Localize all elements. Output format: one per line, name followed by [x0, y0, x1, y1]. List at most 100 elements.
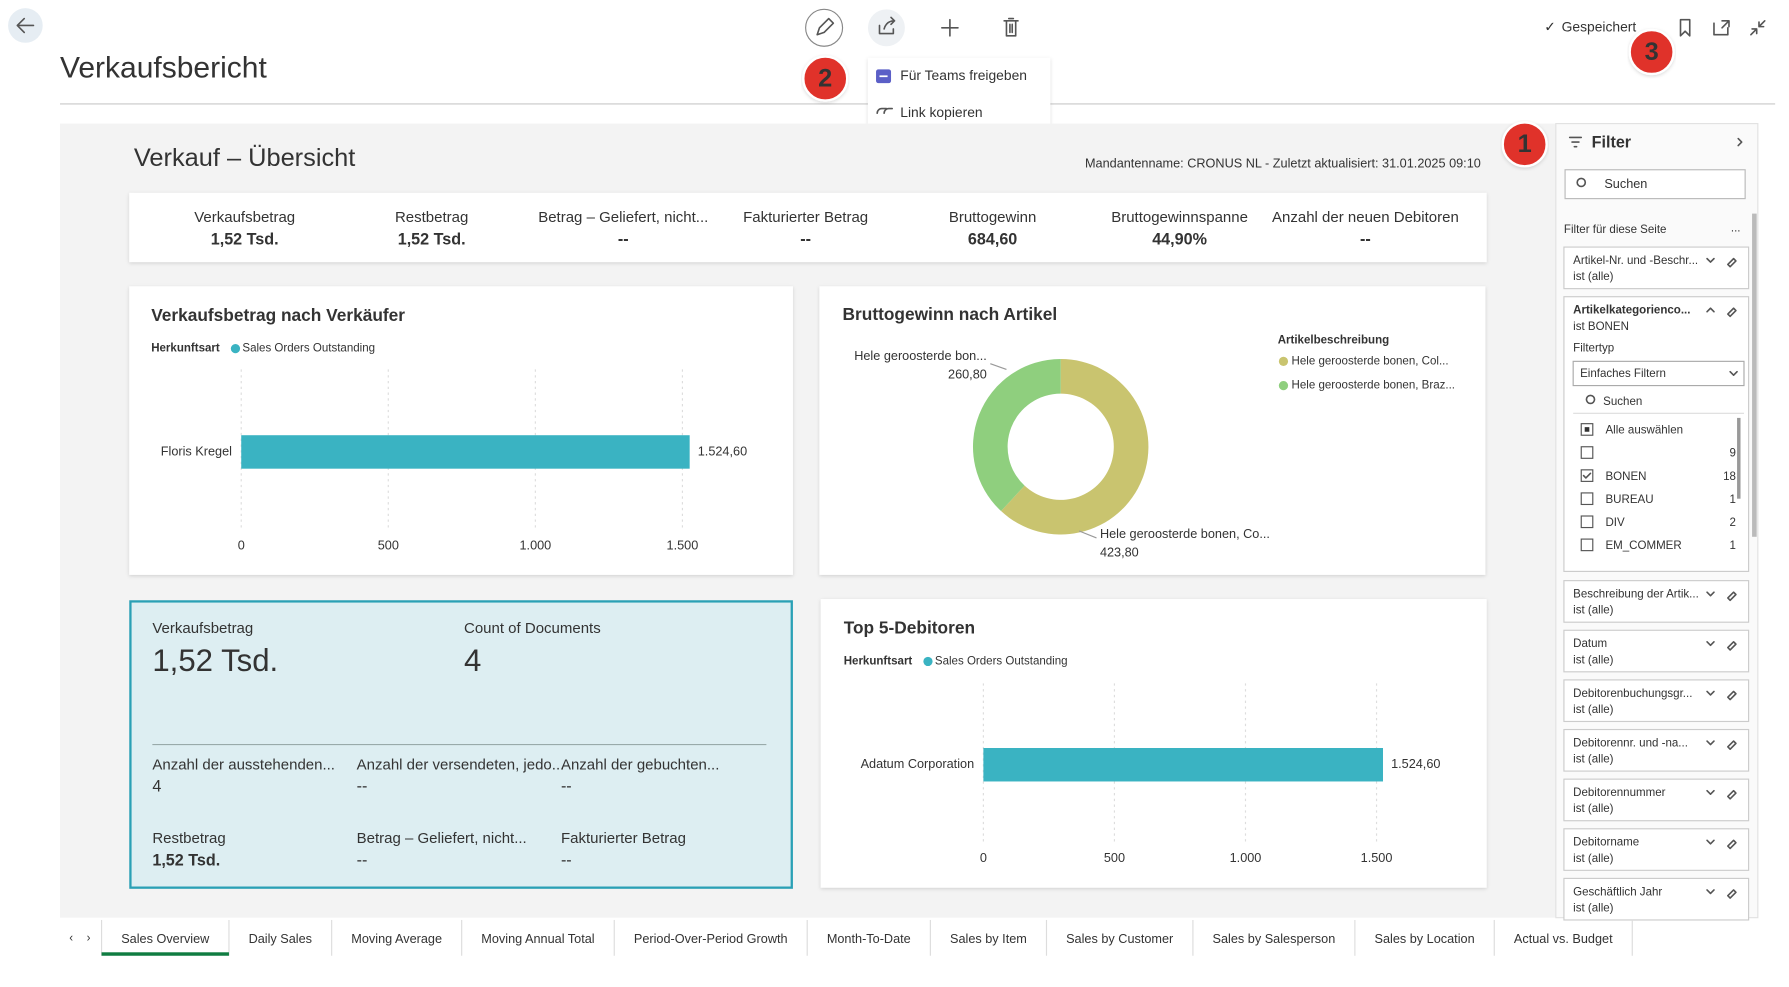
kpi-label: Bruttogewinnspanne: [1111, 209, 1248, 226]
clear-filter[interactable]: [1727, 839, 1737, 850]
tab[interactable]: Actual vs. Budget: [1514, 932, 1613, 946]
tab[interactable]: Period-Over-Period Growth: [634, 932, 788, 946]
tab[interactable]: Moving Annual Total: [481, 932, 594, 946]
filter-type-select[interactable]: [1572, 360, 1745, 387]
filter-card[interactable]: [1563, 246, 1750, 290]
share-menu: [867, 57, 1051, 131]
filter-card[interactable]: [1563, 296, 1750, 572]
kpi-label: Anzahl der neuen Debitoren: [1272, 209, 1459, 226]
kpi-value: 684,60: [968, 230, 1017, 248]
filter-chevron[interactable]: [1706, 641, 1715, 647]
back-button[interactable]: [8, 8, 43, 43]
tab[interactable]: Month-To-Date: [827, 932, 911, 946]
clear-filter[interactable]: [1727, 889, 1737, 899]
search-icon: [1585, 394, 1596, 405]
card-value: 4: [464, 643, 481, 678]
checkbox[interactable]: [1580, 446, 1594, 459]
filter-card[interactable]: [1563, 877, 1750, 921]
filter-card[interactable]: [1563, 580, 1750, 623]
filter-name: Debitorname: [1573, 837, 1639, 849]
slice-label: Hele geroosterde bonen, Co...: [1100, 527, 1270, 541]
bookmark-button[interactable]: [1679, 18, 1691, 37]
report-title: Verkauf – Übersicht: [134, 144, 355, 172]
card-field-label: Anzahl der versendeten, jedo...: [357, 756, 565, 773]
bar: [983, 747, 1383, 782]
filter-card[interactable]: [1563, 629, 1750, 673]
tab-prev[interactable]: ‹: [69, 932, 73, 944]
card-field-label: Anzahl der ausstehenden...: [152, 756, 335, 773]
filter-chevron[interactable]: [1706, 307, 1715, 313]
tab[interactable]: Moving Average: [351, 932, 442, 946]
legend-swatch: [230, 344, 241, 354]
tab-next[interactable]: ›: [87, 932, 91, 944]
delete-button[interactable]: [1003, 17, 1019, 37]
legend-label: Hele geroosterde bonen, Col...: [1292, 355, 1449, 367]
option-label: BONEN: [1605, 471, 1646, 483]
clear-filter[interactable]: [1727, 789, 1737, 800]
clear-filter[interactable]: [1727, 641, 1737, 651]
clear-filter[interactable]: [1727, 740, 1737, 750]
collapse-pane[interactable]: [1737, 137, 1743, 147]
clear-filter[interactable]: [1727, 307, 1737, 318]
search-box[interactable]: [1564, 169, 1746, 200]
filter-chevron[interactable]: [1706, 740, 1715, 746]
card-field-label: Anzahl der gebuchten...: [561, 756, 719, 773]
chart-title: Bruttogewinn nach Artikel: [843, 304, 1058, 324]
checkbox[interactable]: [1580, 492, 1594, 506]
kpi-label: Betrag – Geliefert, nicht...: [538, 209, 708, 226]
option-label: Alle auswählen: [1605, 425, 1683, 437]
new-button[interactable]: [941, 18, 959, 37]
tab[interactable]: Daily Sales: [249, 932, 312, 946]
option-count: 18: [1723, 471, 1736, 483]
card-field-value: --: [357, 851, 368, 869]
tab[interactable]: Sales by Location: [1374, 932, 1474, 946]
tab[interactable]: Sales Overview: [121, 932, 210, 946]
data-label: 1.524,60: [1391, 757, 1440, 771]
clear-filter[interactable]: [1727, 690, 1737, 701]
checkbox[interactable]: [1580, 515, 1594, 529]
tab[interactable]: Sales by Salesperson: [1213, 932, 1336, 946]
checkbox[interactable]: [1580, 469, 1594, 482]
clear-filter[interactable]: [1727, 591, 1737, 602]
filter-card[interactable]: [1563, 728, 1750, 772]
filter-type-label: Filtertyp: [1573, 343, 1614, 355]
filter-chevron[interactable]: [1706, 690, 1715, 696]
filter-card[interactable]: [1563, 828, 1750, 871]
filter-chevron[interactable]: [1706, 591, 1715, 597]
checkbox[interactable]: [1580, 538, 1594, 552]
share-button[interactable]: [867, 9, 905, 47]
option-scrollbar: [1737, 417, 1741, 499]
filter-chevron[interactable]: [1706, 257, 1715, 263]
legend-swatch: [1278, 356, 1289, 366]
kpi-value: 1,52 Tsd.: [398, 230, 466, 248]
clear-filter[interactable]: [1727, 257, 1737, 268]
y-tick-label: Adatum Corporation: [861, 757, 975, 771]
card-field-value: --: [561, 851, 572, 869]
filter-chevron[interactable]: [1706, 889, 1715, 895]
legend-title: Herkunftsart: [151, 343, 220, 355]
save-status: Gespeichert: [1562, 18, 1637, 34]
scrollbar: [1752, 213, 1757, 537]
filter-card[interactable]: [1563, 679, 1750, 723]
y-tick-label: Floris Kregel: [161, 444, 232, 458]
filter-state: ist (alle): [1573, 803, 1614, 815]
card-label: Verkaufsbetrag: [152, 620, 253, 637]
tab[interactable]: Sales by Customer: [1066, 932, 1174, 946]
filter-card[interactable]: [1563, 778, 1750, 822]
open-new-window-button[interactable]: [1713, 20, 1730, 36]
active-tab-indicator: [101, 952, 229, 956]
edit-button[interactable]: [805, 8, 844, 47]
option-count: 1: [1729, 540, 1735, 552]
tab[interactable]: Sales by Item: [950, 932, 1027, 946]
kpi-value: --: [1360, 230, 1371, 248]
x-tick-label: 0: [980, 851, 987, 865]
bar: [241, 435, 690, 469]
collapse-button[interactable]: [1750, 20, 1766, 36]
filter-chevron[interactable]: [1706, 839, 1715, 845]
kpi-value: --: [618, 230, 629, 248]
filter-chevron[interactable]: [1706, 789, 1715, 795]
kpi-label: Fakturierter Betrag: [743, 209, 868, 226]
more-button[interactable]: ...: [1731, 223, 1741, 235]
